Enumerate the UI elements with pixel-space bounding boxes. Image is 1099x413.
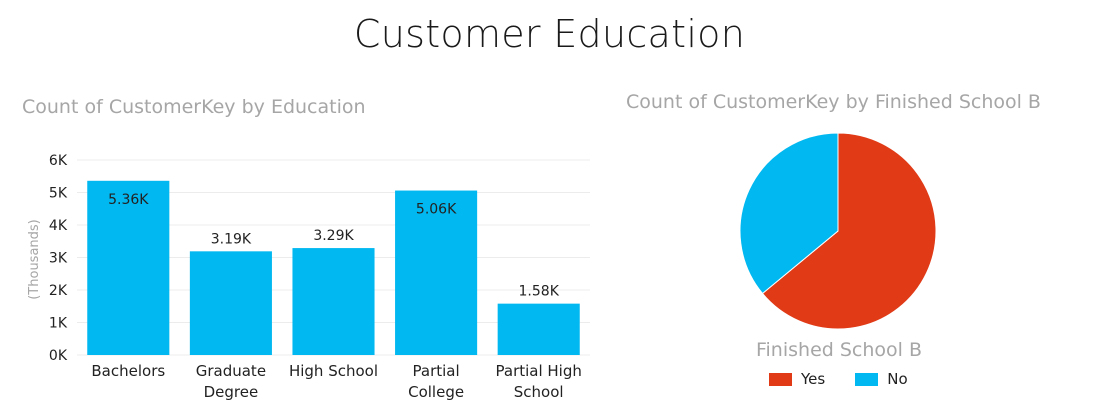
legend-swatch-yes bbox=[769, 372, 792, 386]
pie-chart-title: Count of CustomerKey by Finished School … bbox=[626, 91, 1041, 113]
bar-5 bbox=[497, 303, 580, 355]
legend-swatch-no bbox=[855, 372, 879, 386]
pie-legend: Yes No bbox=[769, 370, 938, 388]
y-tick-label: 6K bbox=[49, 153, 68, 169]
y-tick-label: 1K bbox=[49, 316, 68, 332]
x-category-label: Partial bbox=[413, 362, 460, 380]
x-category-label: Graduate bbox=[196, 362, 266, 380]
legend-label-no: No bbox=[887, 370, 908, 388]
pie-legend-title: Finished School B bbox=[755, 339, 923, 361]
x-category-label: College bbox=[408, 383, 464, 401]
data-label: 5.36K bbox=[108, 192, 149, 208]
page-title: Customer Education bbox=[353, 12, 746, 56]
y-axis-label: (Thousands) bbox=[27, 219, 42, 300]
pie-slice-no bbox=[739, 132, 839, 295]
y-tick-label: 2K bbox=[49, 283, 68, 299]
y-tick-label: 3K bbox=[49, 251, 68, 267]
y-tick-label: 5K bbox=[49, 186, 68, 202]
legend-item-yes[interactable]: Yes bbox=[769, 370, 825, 388]
x-category-label: Degree bbox=[204, 383, 259, 401]
bar-4 bbox=[395, 190, 478, 355]
y-tick-label: 4K bbox=[49, 218, 68, 234]
x-category-label: High School bbox=[289, 362, 378, 380]
data-label: 3.19K bbox=[211, 231, 252, 247]
data-label: 3.29K bbox=[313, 228, 354, 244]
legend-label-yes: Yes bbox=[801, 370, 826, 388]
legend-item-no[interactable]: No bbox=[855, 370, 908, 388]
bar-chart-title: Count of CustomerKey by Education bbox=[22, 96, 366, 118]
x-category-label: School bbox=[514, 383, 564, 401]
bar-3 bbox=[292, 248, 375, 355]
x-category-label: Partial High bbox=[496, 362, 582, 380]
data-label: 1.58K bbox=[519, 284, 560, 300]
bar-2 bbox=[189, 251, 272, 355]
bar-1 bbox=[87, 180, 170, 355]
x-category-label: Bachelors bbox=[91, 362, 165, 380]
pie-slice-yes bbox=[761, 132, 937, 330]
data-label: 5.06K bbox=[416, 202, 457, 218]
y-tick-label: 0K bbox=[49, 348, 68, 364]
